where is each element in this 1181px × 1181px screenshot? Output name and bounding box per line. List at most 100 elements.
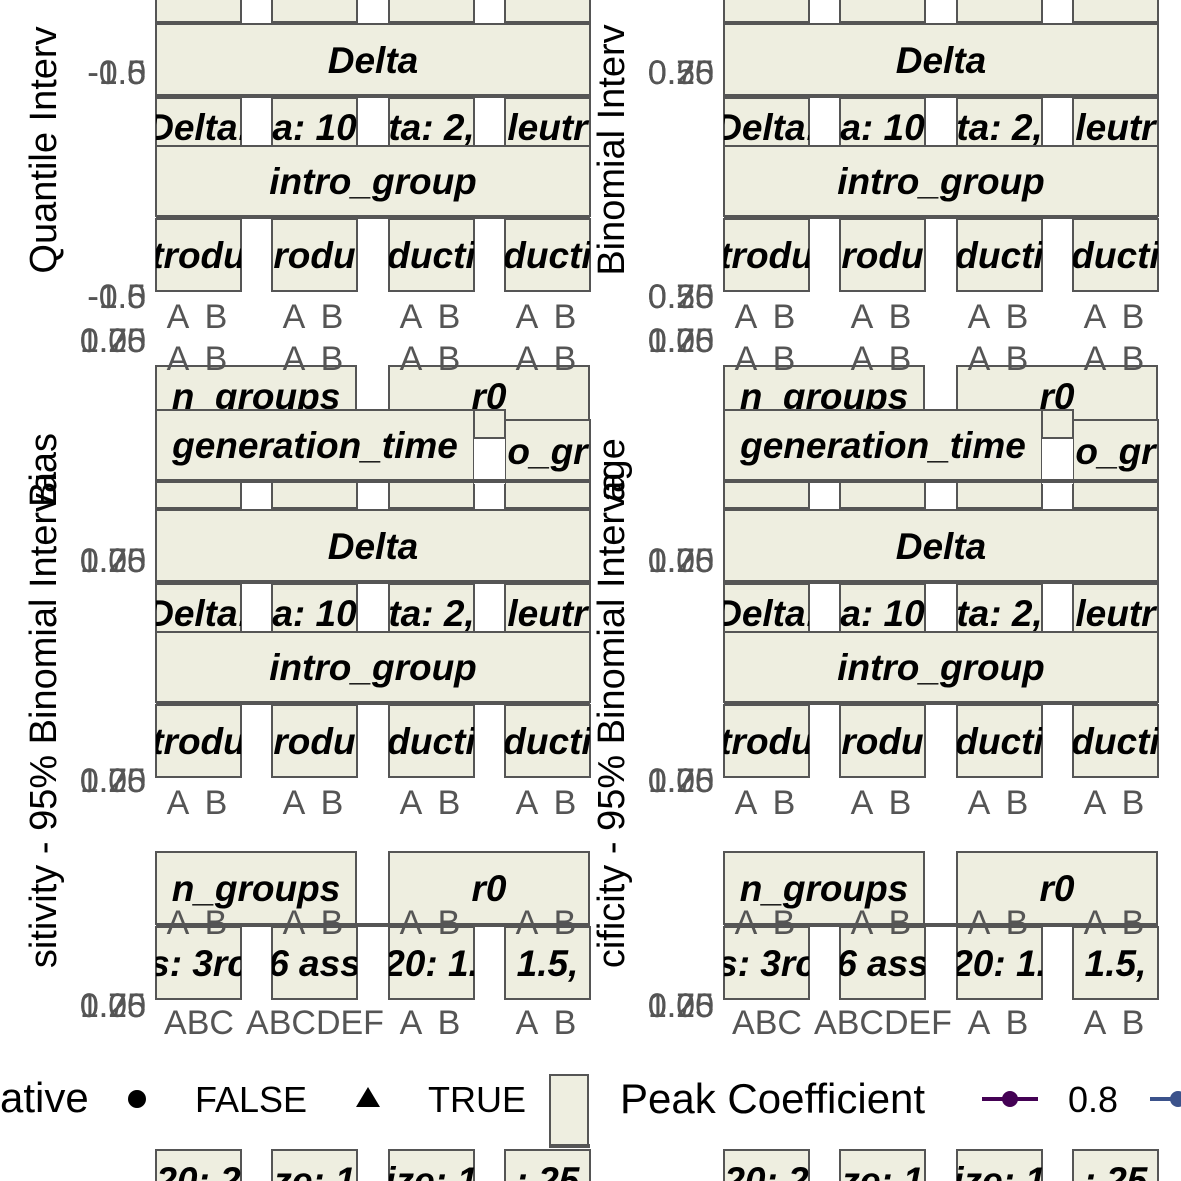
x-tick-label-abcdef: ABCDEF xyxy=(246,1004,384,1042)
y-tick-label: 0.75 xyxy=(648,762,714,800)
y-tick-label: -0.5 xyxy=(87,278,146,316)
strip-delta-level-label: ta: 2, xyxy=(388,593,474,634)
x-tick-label: A xyxy=(516,340,539,378)
y-tick-label: -1.5 xyxy=(87,278,146,316)
strip-intro-level-label: rodu xyxy=(841,721,923,762)
y-tick-label: 1.00 xyxy=(648,987,714,1025)
strip-delta-label: Delta xyxy=(896,526,986,567)
strip-bottom-level-box xyxy=(504,1149,591,1181)
y-tick-label: 0.75 xyxy=(648,278,714,316)
strip-intro-level-label: trodu xyxy=(719,721,814,762)
x-tick-label: B xyxy=(889,784,912,822)
x-tick-label: B xyxy=(1122,1004,1145,1042)
x-tick-label: A xyxy=(516,784,539,822)
strip-intro-level-box xyxy=(155,218,242,292)
x-tick-label: B xyxy=(1006,904,1029,942)
strip-ngroups-level-label: 6 ass xyxy=(268,943,361,984)
strip-bottom-level-label: ize: 1 xyxy=(385,1160,478,1181)
x-tick-label: B xyxy=(438,340,461,378)
x-tick-label-abc: ABC xyxy=(732,1004,802,1042)
strip-delta-level-label: leutr xyxy=(507,593,590,634)
stub-top xyxy=(956,0,1043,23)
x-tick-label: B xyxy=(438,1004,461,1042)
x-tick-label: B xyxy=(321,298,344,336)
strip-intro-group-box xyxy=(155,145,591,217)
x-tick-label: A xyxy=(167,904,190,942)
strip-delta-label: Delta xyxy=(896,40,986,81)
strip-bottom-level-box xyxy=(839,1149,926,1181)
y-tick-label: 0.75 xyxy=(80,322,146,360)
strip-intro-level-box xyxy=(1072,704,1159,778)
y-tick-label: 0.25 xyxy=(648,987,714,1025)
strip-intro-group-label: intro_group xyxy=(837,161,1045,202)
strip-intro-level-label: trodu xyxy=(719,235,814,276)
strip-intro-level-box xyxy=(271,704,358,778)
x-tick-label: A xyxy=(400,298,423,336)
y-axis-label: age xyxy=(591,438,633,501)
strip-ngroups-level-box xyxy=(504,926,591,1000)
strip-ngroups-level-box xyxy=(271,926,358,1000)
y-tick-label: 1.00 xyxy=(648,542,714,580)
strip-bottom-level-box xyxy=(155,1149,242,1181)
x-tick-label: A xyxy=(735,298,758,336)
strip-bottom-level-label: : 25 xyxy=(1084,1160,1149,1181)
strip-n-groups-low-label: n_groups xyxy=(740,868,909,909)
y-tick-label: -1.0 xyxy=(87,278,146,316)
y-tick-label: 0.75 xyxy=(80,762,146,800)
strip-intro-group-box xyxy=(155,631,591,703)
strip-intro-level-box xyxy=(504,704,591,778)
strip-delta-label: Delta xyxy=(328,40,418,81)
strip-ngroups-level-label: 20: 1. xyxy=(383,943,479,984)
strip-delta-level-label: leutr xyxy=(1075,593,1158,634)
x-tick-label: A xyxy=(283,340,306,378)
y-axis-label: Bias xyxy=(23,433,65,507)
y-tick-label: -1.5 xyxy=(87,54,146,92)
strip-intro-level-box xyxy=(155,704,242,778)
x-tick-label: A xyxy=(516,298,539,336)
x-tick-label: B xyxy=(1006,298,1029,336)
strip-bottom-level-label: ze: 1 xyxy=(840,1160,923,1181)
y-axis-label: Binomial Interv xyxy=(591,24,633,275)
strip-bottom-level-box xyxy=(723,1149,810,1181)
x-tick-label: B xyxy=(554,298,577,336)
y-tick-label: 0.75 xyxy=(80,542,146,580)
strip-intro-level-label: ducti xyxy=(387,235,476,276)
x-tick-label: B xyxy=(205,298,228,336)
y-tick-label: 0.75 xyxy=(648,987,714,1025)
x-tick-label: A xyxy=(167,784,190,822)
legend-shape-title: ative xyxy=(0,1074,89,1121)
strip-delta-level-label: Delta: xyxy=(147,107,250,148)
strip-delta-level-label: leutr xyxy=(1075,107,1158,148)
x-tick-label: B xyxy=(554,904,577,942)
y-tick-label: 0.25 xyxy=(80,322,146,360)
legend-point-next xyxy=(1170,1091,1181,1107)
x-tick-label: B xyxy=(1122,784,1145,822)
x-tick-label: B xyxy=(1006,784,1029,822)
strip-delta-level-label: ta: 2, xyxy=(956,593,1042,634)
x-tick-label: A xyxy=(851,904,874,942)
strip-r0-low-box xyxy=(956,851,1158,925)
strip-intro-level-label: rodu xyxy=(273,721,355,762)
strip-generation-time-box xyxy=(155,409,475,481)
strip-delta-box xyxy=(155,509,591,583)
y-tick-label: 0.50 xyxy=(648,278,714,316)
strip-intro-group-label: intro_group xyxy=(269,161,477,202)
strip-bottom-level-box xyxy=(271,1149,358,1181)
strip-intro-level-box xyxy=(956,218,1043,292)
strip-intro-group-label: intro_group xyxy=(837,647,1045,688)
strip-delta-label: Delta xyxy=(328,526,418,567)
strip-o-gr-label: o_gr xyxy=(507,431,590,472)
strip-ngroups-level-label: 20: 1. xyxy=(951,943,1047,984)
legend-label-true: TRUE xyxy=(428,1079,526,1120)
strip-ngroups-level-label: 1.5, xyxy=(517,943,579,984)
x-tick-label: A xyxy=(968,784,991,822)
strip-delta-level-label: Delta: xyxy=(715,593,818,634)
y-tick-label: 0.25 xyxy=(648,54,714,92)
strip-delta-box xyxy=(723,509,1159,583)
x-tick-label: B xyxy=(321,340,344,378)
y-tick-label: 0.25 xyxy=(648,762,714,800)
strip-intro-level-box xyxy=(723,704,810,778)
strip-delta-level-label: a: 10 xyxy=(840,107,925,148)
strip-intro-group-label: intro_group xyxy=(269,647,477,688)
x-tick-label: A xyxy=(400,904,423,942)
